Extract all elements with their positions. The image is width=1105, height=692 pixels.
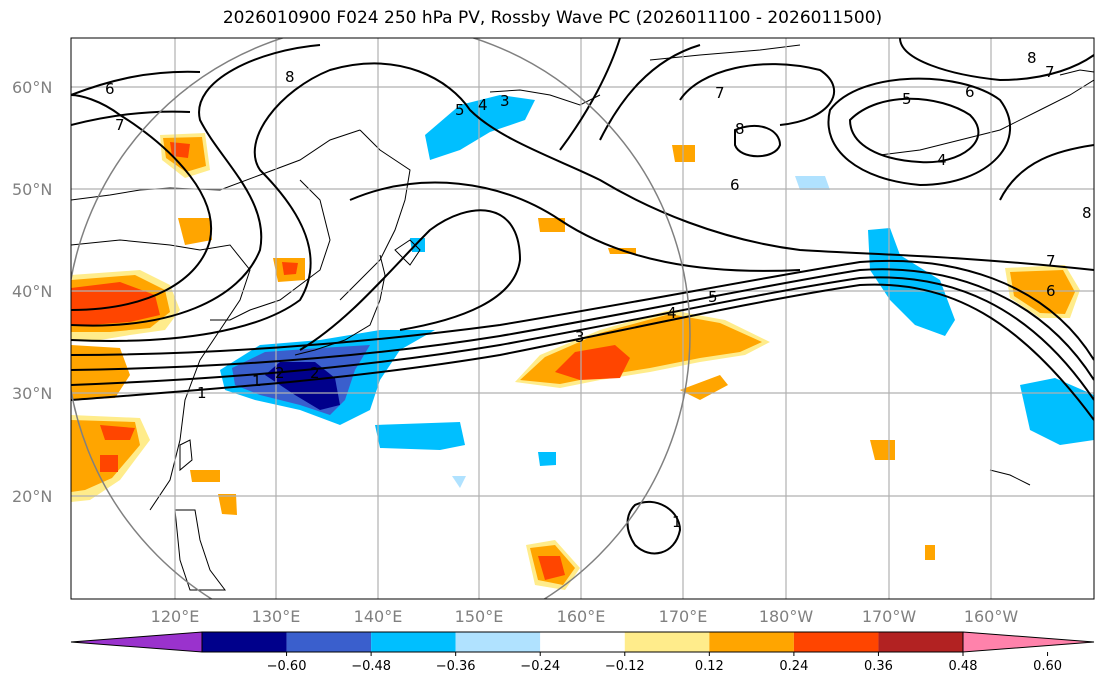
- colorbar-tick-label: 0.36: [864, 659, 893, 674]
- contour-label: 8: [1082, 204, 1092, 222]
- lat-label: 40°N: [12, 282, 52, 301]
- colorbar-tick-label: 0.60: [1033, 659, 1062, 674]
- pv-contours: [71, 38, 1094, 555]
- colorbar-segment: [624, 632, 710, 652]
- colorbar-segment: [202, 632, 287, 652]
- map-plot-area: 6 8 7 5 4 3 2 1 6 7 8 5 4 8 7 6 5 6 7 4 …: [71, 38, 1094, 599]
- lon-label: 150°E: [455, 607, 504, 626]
- colorbar-segment: [878, 632, 963, 652]
- contour-label: 1: [252, 372, 262, 390]
- colorbar-segment: [709, 632, 794, 652]
- contour-label: 5: [455, 101, 465, 119]
- colorbar: −0.60 −0.48 −0.36 −0.24 −0.12 0.12 0.24 0.36 0.4…: [70, 631, 1095, 674]
- contour-label: 6: [730, 176, 740, 194]
- contour-label: 7: [715, 84, 725, 102]
- contour-label: 6: [105, 80, 115, 98]
- contour-label: 4: [478, 96, 488, 114]
- map-title: 2026010900 F024 250 hPa PV, Rossby Wave …: [222, 8, 883, 28]
- lon-label: 180°W: [759, 607, 814, 626]
- radius-circle: [71, 38, 691, 599]
- colorbar-tick-label: −0.24: [520, 659, 560, 674]
- lon-label: 160°W: [964, 607, 1019, 626]
- colorbar-segment: [540, 632, 625, 652]
- plot-frame: [70, 37, 1095, 600]
- colorbar-segment: [286, 632, 372, 652]
- contour-label: 6: [965, 83, 975, 101]
- lat-label: 20°N: [12, 487, 52, 506]
- contour-label: 7: [115, 116, 125, 134]
- lon-label: 120°E: [151, 607, 200, 626]
- colorbar-tick-label: 0.24: [779, 659, 808, 674]
- lon-label: 160°E: [557, 607, 606, 626]
- contour-label: 6: [1046, 282, 1056, 300]
- contour-label: 5: [902, 90, 912, 108]
- colorbar-tick-label: 0.48: [949, 659, 978, 674]
- latitude-labels: 60°N 50°N 40°N 30°N 20°N: [12, 78, 52, 506]
- colorbar-extend-high: [962, 631, 1095, 653]
- contour-label: 3: [500, 92, 510, 110]
- contour-label: 1: [672, 513, 682, 531]
- lat-label: 60°N: [12, 78, 52, 97]
- contour-label: 8: [1027, 49, 1037, 67]
- contour-label: 4: [937, 151, 947, 169]
- lon-label: 130°E: [252, 607, 301, 626]
- contour-label: 1: [197, 384, 207, 402]
- colorbar-segment: [793, 632, 879, 652]
- contour-label: 8: [735, 120, 745, 138]
- contour-label: 7: [1045, 63, 1055, 81]
- contour-label: 2: [275, 364, 285, 382]
- lon-label: 170°E: [659, 607, 708, 626]
- colorbar-segment: [371, 632, 456, 652]
- lon-label: 140°E: [354, 607, 403, 626]
- coastlines: [71, 44, 1094, 591]
- longitude-labels: 120°E 130°E 140°E 150°E 160°E 170°E 180°…: [151, 607, 1019, 626]
- contour-label: 2: [310, 364, 320, 382]
- contour-label: 8: [285, 68, 295, 86]
- colorbar-segment: [455, 632, 541, 652]
- lat-label: 30°N: [12, 384, 52, 403]
- lon-label: 170°W: [862, 607, 917, 626]
- contour-label: 4: [667, 304, 677, 322]
- contour-label: 5: [708, 288, 718, 306]
- gridlines: [71, 38, 1094, 599]
- colorbar-tick-label: −0.12: [605, 659, 645, 674]
- colorbar-tick-label: −0.60: [267, 659, 307, 674]
- lat-label: 50°N: [12, 180, 52, 199]
- colorbar-frame: [201, 631, 964, 653]
- colorbar-extend-low: [70, 631, 203, 653]
- colorbar-tick-label: −0.36: [436, 659, 476, 674]
- contour-labels: 6 8 7 5 4 3 2 1 6 7 8 5 4 8 7 6 5 6 7 4 …: [105, 49, 1092, 531]
- contour-label: 3: [575, 328, 585, 346]
- positive-anomaly-shading: [71, 133, 1080, 590]
- contour-label: 7: [1046, 252, 1056, 270]
- colorbar-tick-label: −0.48: [351, 659, 391, 674]
- colorbar-tick-label: 0.12: [695, 659, 724, 674]
